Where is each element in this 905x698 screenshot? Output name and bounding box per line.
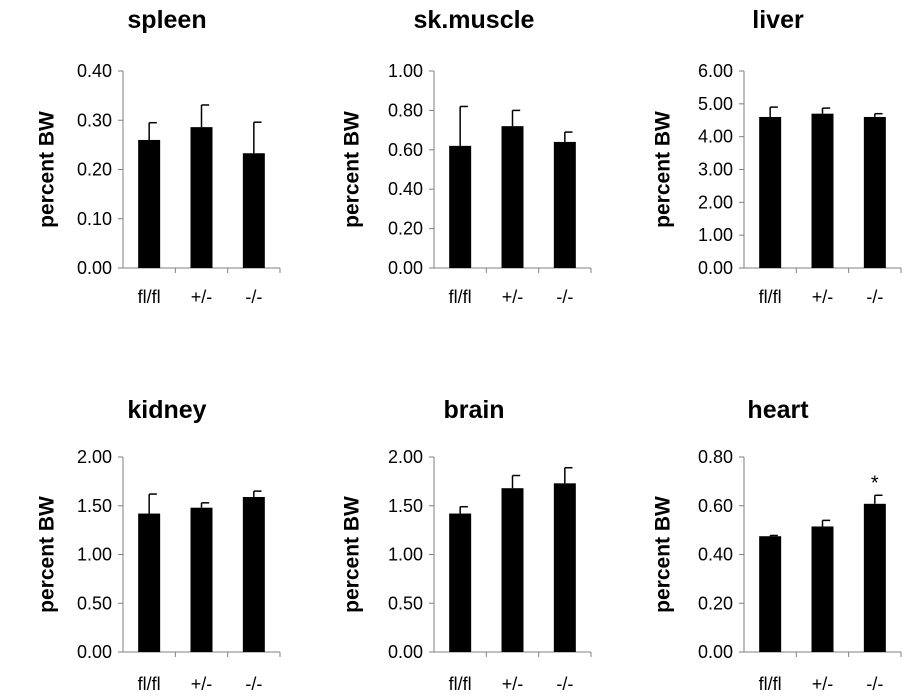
- y-tick-label: 2.00: [698, 192, 733, 212]
- bar-0: [759, 116, 782, 268]
- y-tick-label: 0.00: [77, 258, 112, 278]
- bar-2: [553, 141, 576, 268]
- y-tick-label: 0.50: [388, 593, 423, 613]
- chart-panel-sk-muscle: sk.muscle percent BW 0.00 0.20 0.40 0.60 0.80 1…: [341, 6, 592, 307]
- y-tick-label: 0.80: [698, 447, 733, 467]
- y-axis-label: percent BW: [652, 496, 675, 613]
- x-category-label: fl/fl: [449, 287, 472, 307]
- y-tick-label: 0.40: [388, 179, 423, 199]
- y-tick-label: 0.80: [388, 100, 423, 120]
- x-category-label: -/-: [866, 674, 883, 694]
- y-tick-label: 0.30: [77, 110, 112, 130]
- bar-0: [138, 139, 161, 268]
- x-category-label: fl/fl: [449, 674, 472, 694]
- x-category-label: fl/fl: [138, 287, 161, 307]
- chart-title: spleen: [127, 6, 206, 34]
- y-axis-label: percent BW: [341, 111, 364, 228]
- x-category-label: -/-: [245, 287, 262, 307]
- y-axis-label: percent BW: [652, 111, 675, 228]
- bar-0: [759, 536, 782, 652]
- x-category-label: fl/fl: [759, 287, 782, 307]
- chart-panel-liver: liver percent BW 0.00 1.00 2.00 3.00 4.00 5.00 6…: [652, 6, 902, 307]
- y-tick-label: 0.00: [698, 258, 733, 278]
- bar-1: [190, 507, 213, 652]
- x-category-label: -/-: [556, 287, 573, 307]
- y-tick-label: 0.00: [388, 258, 423, 278]
- y-axis-label: percent BW: [36, 111, 59, 228]
- x-category-label: +/-: [191, 674, 213, 694]
- bar-0: [449, 145, 472, 268]
- bar-1: [501, 126, 524, 268]
- x-category-label: fl/fl: [138, 674, 161, 694]
- bar-1: [501, 488, 524, 652]
- x-category-label: -/-: [866, 287, 883, 307]
- y-tick-label: 1.00: [698, 225, 733, 245]
- chart-panel-brain: brain percent BW 0.00 0.50 1.00 1.50 2.00 fl/fl…: [341, 396, 592, 694]
- bar-1: [190, 127, 213, 269]
- y-tick-label: 1.50: [388, 496, 423, 516]
- bar-1: [811, 526, 834, 652]
- y-tick-label: 6.00: [698, 61, 733, 81]
- y-tick-label: 1.50: [77, 496, 112, 516]
- bar-2: [863, 116, 886, 268]
- x-category-label: +/-: [812, 674, 834, 694]
- significance-annotation: *: [871, 472, 879, 494]
- y-tick-label: 0.20: [77, 160, 112, 180]
- y-tick-label: 0.50: [77, 593, 112, 613]
- y-tick-label: 4.00: [698, 127, 733, 147]
- x-category-label: +/-: [502, 674, 524, 694]
- y-tick-label: 1.00: [388, 545, 423, 565]
- y-tick-label: 1.00: [77, 545, 112, 565]
- chart-panel-spleen: spleen percent BW 0.00 0.10 0.20 0.30 0.40 fl/f…: [36, 6, 281, 307]
- y-tick-label: 2.00: [77, 447, 112, 467]
- bar-0: [449, 513, 472, 652]
- bar-2: [553, 483, 576, 652]
- y-tick-label: 1.00: [388, 61, 423, 81]
- x-category-label: +/-: [812, 287, 834, 307]
- y-tick-label: 0.00: [77, 642, 112, 662]
- x-category-label: -/-: [556, 674, 573, 694]
- y-tick-label: 2.00: [388, 447, 423, 467]
- chart-title: kidney: [127, 396, 206, 424]
- y-axis-label: percent BW: [36, 496, 59, 613]
- x-category-label: fl/fl: [759, 674, 782, 694]
- y-axis-label: percent BW: [341, 496, 364, 613]
- y-tick-label: 0.20: [698, 593, 733, 613]
- chart-title: liver: [752, 6, 804, 34]
- y-tick-label: 0.00: [698, 642, 733, 662]
- chart-title: heart: [747, 396, 809, 424]
- y-tick-label: 0.10: [77, 209, 112, 229]
- y-tick-label: 0.00: [388, 642, 423, 662]
- y-tick-label: 5.00: [698, 94, 733, 114]
- bar-1: [811, 113, 834, 268]
- x-category-label: -/-: [245, 674, 262, 694]
- y-tick-label: 3.00: [698, 160, 733, 180]
- chart-panel-heart: heart percent BW 0.00 0.20 0.40 0.60 0.80 fl/fl…: [652, 396, 902, 694]
- bar-0: [138, 513, 161, 652]
- x-category-label: +/-: [191, 287, 213, 307]
- y-tick-label: 0.60: [698, 496, 733, 516]
- bar-2: [242, 153, 265, 268]
- bar-2: [863, 503, 886, 652]
- y-tick-label: 0.40: [77, 61, 112, 81]
- chart-title: sk.muscle: [414, 6, 535, 34]
- chart-panel-kidney: kidney percent BW 0.00 0.50 1.00 1.50 2.00 fl/f…: [36, 396, 281, 694]
- x-category-label: +/-: [502, 287, 524, 307]
- y-tick-label: 0.20: [388, 219, 423, 239]
- y-tick-label: 0.60: [388, 140, 423, 160]
- chart-title: brain: [443, 396, 504, 424]
- bar-2: [242, 496, 265, 652]
- y-tick-label: 0.40: [698, 545, 733, 565]
